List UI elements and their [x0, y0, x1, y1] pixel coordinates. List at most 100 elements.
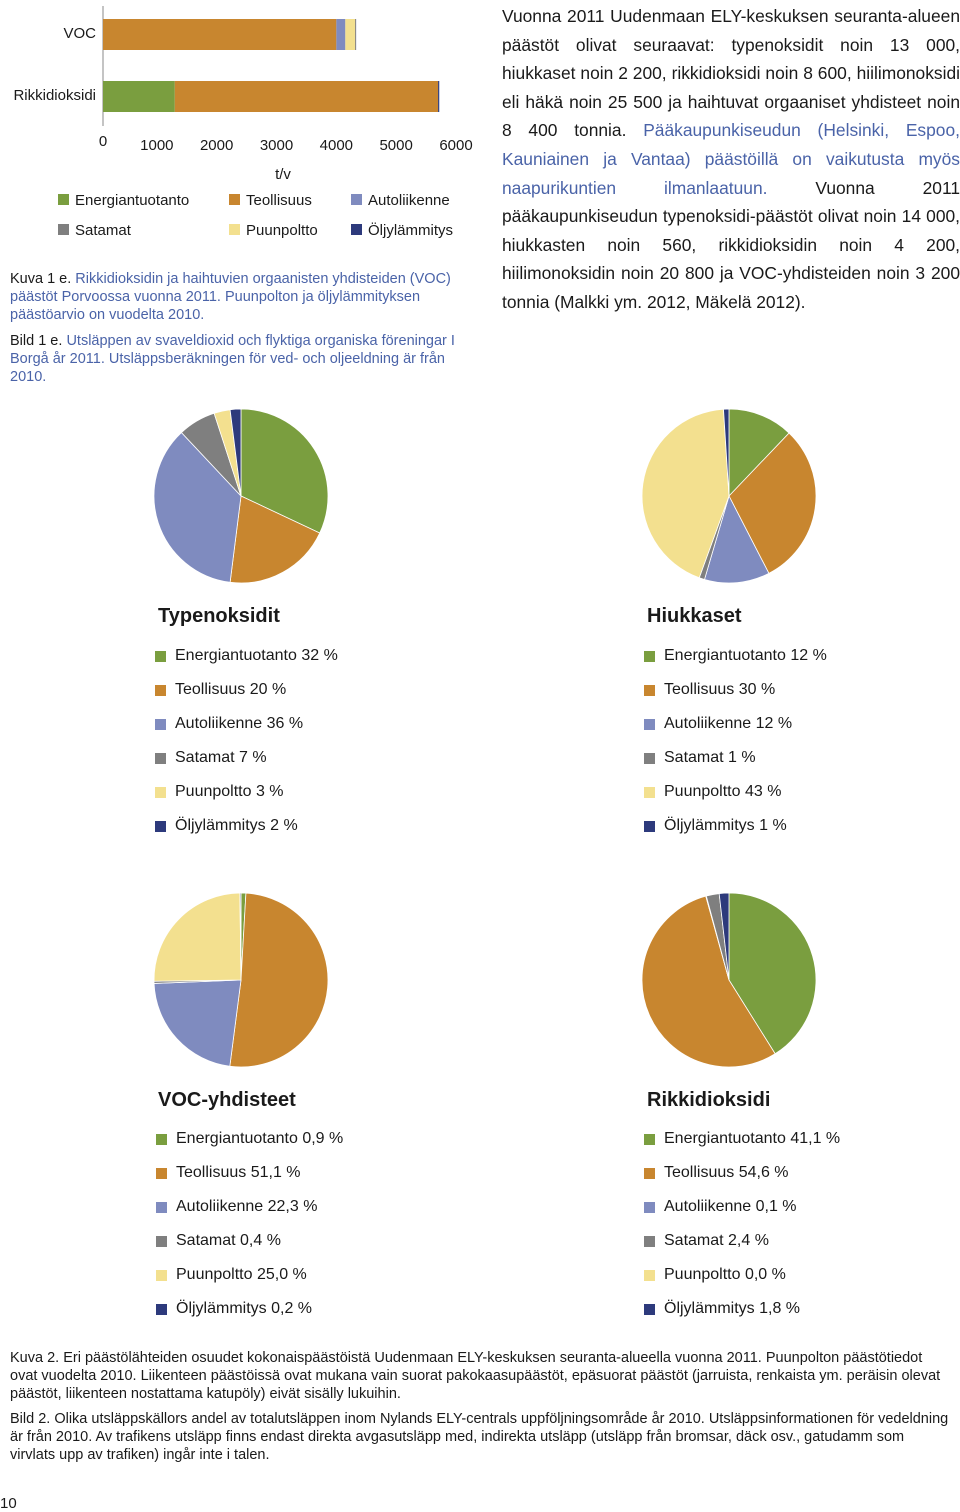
figure2-caption-sv: Bild 2. Olika utsläppskällors andel av t…: [10, 1411, 949, 1463]
caption-lead: Bild 1 e.: [10, 333, 63, 349]
legend-swatch: [155, 650, 166, 662]
pie-slice-oljylammitys: [723, 408, 730, 497]
legend-label: Satamat 2,4 %: [664, 1232, 769, 1249]
legend-label: Autoliikenne 36 %: [175, 715, 304, 732]
legend-item: Satamat 0,4 %: [156, 1224, 343, 1258]
legend-label: Teollisuus 20 %: [175, 681, 287, 698]
pie-chart-hiukkaset: [641, 408, 817, 584]
pie-slice-teollisuus: [229, 892, 329, 1068]
legend-item: Satamat 2,4 %: [644, 1224, 840, 1258]
legend-label: Teollisuus 51,1 %: [176, 1164, 301, 1181]
legend-item: Autoliikenne 36 %: [155, 707, 338, 741]
legend-label: Autoliikenne 0,1 %: [664, 1198, 797, 1215]
legend-label: Satamat 1 %: [664, 749, 756, 766]
pie-title-hiukkaset: Hiukkaset: [647, 605, 742, 627]
pie-chart-voc-yhdisteet: [153, 892, 329, 1068]
pie-chart-typenoksidit: [153, 408, 329, 584]
caption-text: Rikkidioksidin ja haihtuvien orgaanisten…: [10, 271, 451, 323]
legend-item: Puunpoltto 43 %: [644, 775, 827, 809]
pie-slice-oljylammitys: [239, 892, 242, 981]
body-text-part1: Vuonna 2011 Uudenmaan ELY-keskuksen seur…: [502, 6, 960, 141]
legend-swatch: [644, 650, 655, 662]
bar-segment-oljylammitys: [355, 19, 357, 50]
legend-typenoksidit: Energiantuotanto 32 % Teollisuus 20 % Auto…: [155, 639, 338, 843]
caption-text: Utsläppen av svaveldioxid och flyktiga o…: [10, 333, 455, 385]
pie-title-typenoksidit: Typenoksidit: [158, 605, 280, 627]
caption-lead: Kuva 1 e.: [10, 271, 72, 287]
legend-swatch: [644, 1235, 655, 1247]
legend-swatch: [644, 752, 655, 764]
legend-item: Energiantuotanto 41,1 %: [644, 1122, 840, 1156]
pie-slice-teollisuus: [641, 895, 776, 1068]
pie-slice-oljylammitys: [229, 408, 242, 497]
pie-slice-autoliikenne: [153, 432, 242, 583]
legend-label: Teollisuus: [246, 192, 312, 209]
legend-swatch: [351, 194, 362, 205]
x-tick-label: 3000: [260, 137, 293, 154]
legend-item: Autoliikenne 22,3 %: [156, 1190, 343, 1224]
legend-item: Puunpoltto 0,0 %: [644, 1258, 840, 1292]
legend-hiukkaset: Energiantuotanto 12 % Teollisuus 30 % Auto…: [644, 639, 827, 843]
figure1-caption-fi: Kuva 1 e. Rikkidioksidin ja haihtuvien o…: [10, 270, 480, 324]
legend-label: Puunpoltto 3 %: [175, 783, 284, 800]
legend-label: Teollisuus 54,6 %: [664, 1164, 789, 1181]
legend-swatch: [229, 194, 240, 205]
x-tick-label: 6000: [439, 137, 472, 154]
bar-segment-teollisuus: [103, 19, 337, 50]
legend-label: Öljylämmitys 1 %: [664, 817, 787, 834]
legend-item: Energiantuotanto 12 %: [644, 639, 827, 673]
legend-label: Teollisuus 30 %: [664, 681, 776, 698]
legend-swatch: [644, 1167, 655, 1179]
legend-label: Öljylämmitys 0,2 %: [176, 1300, 313, 1317]
pie-slice-energiantuotanto: [728, 892, 817, 1055]
pie-slice-puunpoltto: [153, 892, 242, 982]
legend-item: Autoliikenne 12 %: [644, 707, 827, 741]
legend-item: Teollisuus 20 %: [155, 673, 338, 707]
legend-item: Öljylämmitys 1,8 %: [644, 1292, 840, 1326]
body-text-part3: Vuonna 2011 pääkaupunkiseudun typenoksid…: [502, 177, 960, 312]
legend-item: Öljylämmitys 2 %: [155, 809, 338, 843]
bar-chart: VOC Rikkidioksidi 0 1000 2000 3000 4000 5000 600…: [13, 6, 473, 239]
pie-title-voc-yhdisteet: VOC-yhdisteet: [158, 1089, 296, 1111]
pie-slice-teollisuus: [728, 432, 817, 574]
pie-title-rikkidioksidi: Rikkidioksidi: [647, 1089, 771, 1111]
legend-swatch: [644, 1201, 655, 1213]
x-tick-label: 2000: [200, 137, 233, 154]
legend-swatch: [644, 684, 655, 696]
legend-swatch: [644, 1269, 655, 1281]
x-tick-label: 1000: [140, 137, 173, 154]
bar-segment-energiantuotanto: [103, 81, 175, 112]
legend-swatch: [229, 224, 240, 235]
legend-label: Puunpoltto 43 %: [664, 783, 782, 800]
page-number: 10: [0, 1495, 17, 1512]
legend-item: Autoliikenne 0,1 %: [644, 1190, 840, 1224]
pie-slice-puunpoltto: [641, 408, 730, 579]
legend-item: Öljylämmitys 0,2 %: [156, 1292, 343, 1326]
legend-label: Autoliikenne 22,3 %: [176, 1198, 318, 1215]
legend-swatch: [156, 1303, 167, 1315]
legend-item: Teollisuus 51,1 %: [156, 1156, 343, 1190]
bar-segment-autoliikenne: [336, 19, 346, 50]
legend-label: Öljylämmitys: [368, 221, 453, 239]
legend-item: Puunpoltto 3 %: [155, 775, 338, 809]
pie-slice-oljylammitys: [718, 892, 730, 981]
legend-swatch: [644, 1133, 655, 1145]
legend-swatch: [155, 684, 166, 696]
legend-swatch: [644, 820, 655, 832]
pie-slice-energiantuotanto: [728, 408, 790, 497]
x-tick-label: 4000: [320, 137, 353, 154]
pie-slice-teollisuus: [229, 495, 321, 584]
legend-swatch: [58, 224, 69, 235]
legend-swatch: [644, 1303, 655, 1315]
legend-label: Energiantuotanto 32 %: [175, 647, 338, 664]
figure2-caption-fi: Kuva 2. Eri päästölähteiden osuudet koko…: [10, 1350, 941, 1402]
pie-chart-rikkidioksidi: [641, 892, 817, 1068]
legend-label: Energiantuotanto 12 %: [664, 647, 827, 664]
legend-item: Teollisuus 30 %: [644, 673, 827, 707]
body-paragraph: Vuonna 2011 Uudenmaan ELY-keskuksen seur…: [502, 2, 960, 317]
legend-swatch: [156, 1167, 167, 1179]
legend-item: Öljylämmitys 1 %: [644, 809, 827, 843]
legend-label: Satamat: [75, 222, 132, 239]
x-tick-label: 0: [99, 133, 107, 150]
bar-segment-teollisuus: [174, 81, 439, 112]
